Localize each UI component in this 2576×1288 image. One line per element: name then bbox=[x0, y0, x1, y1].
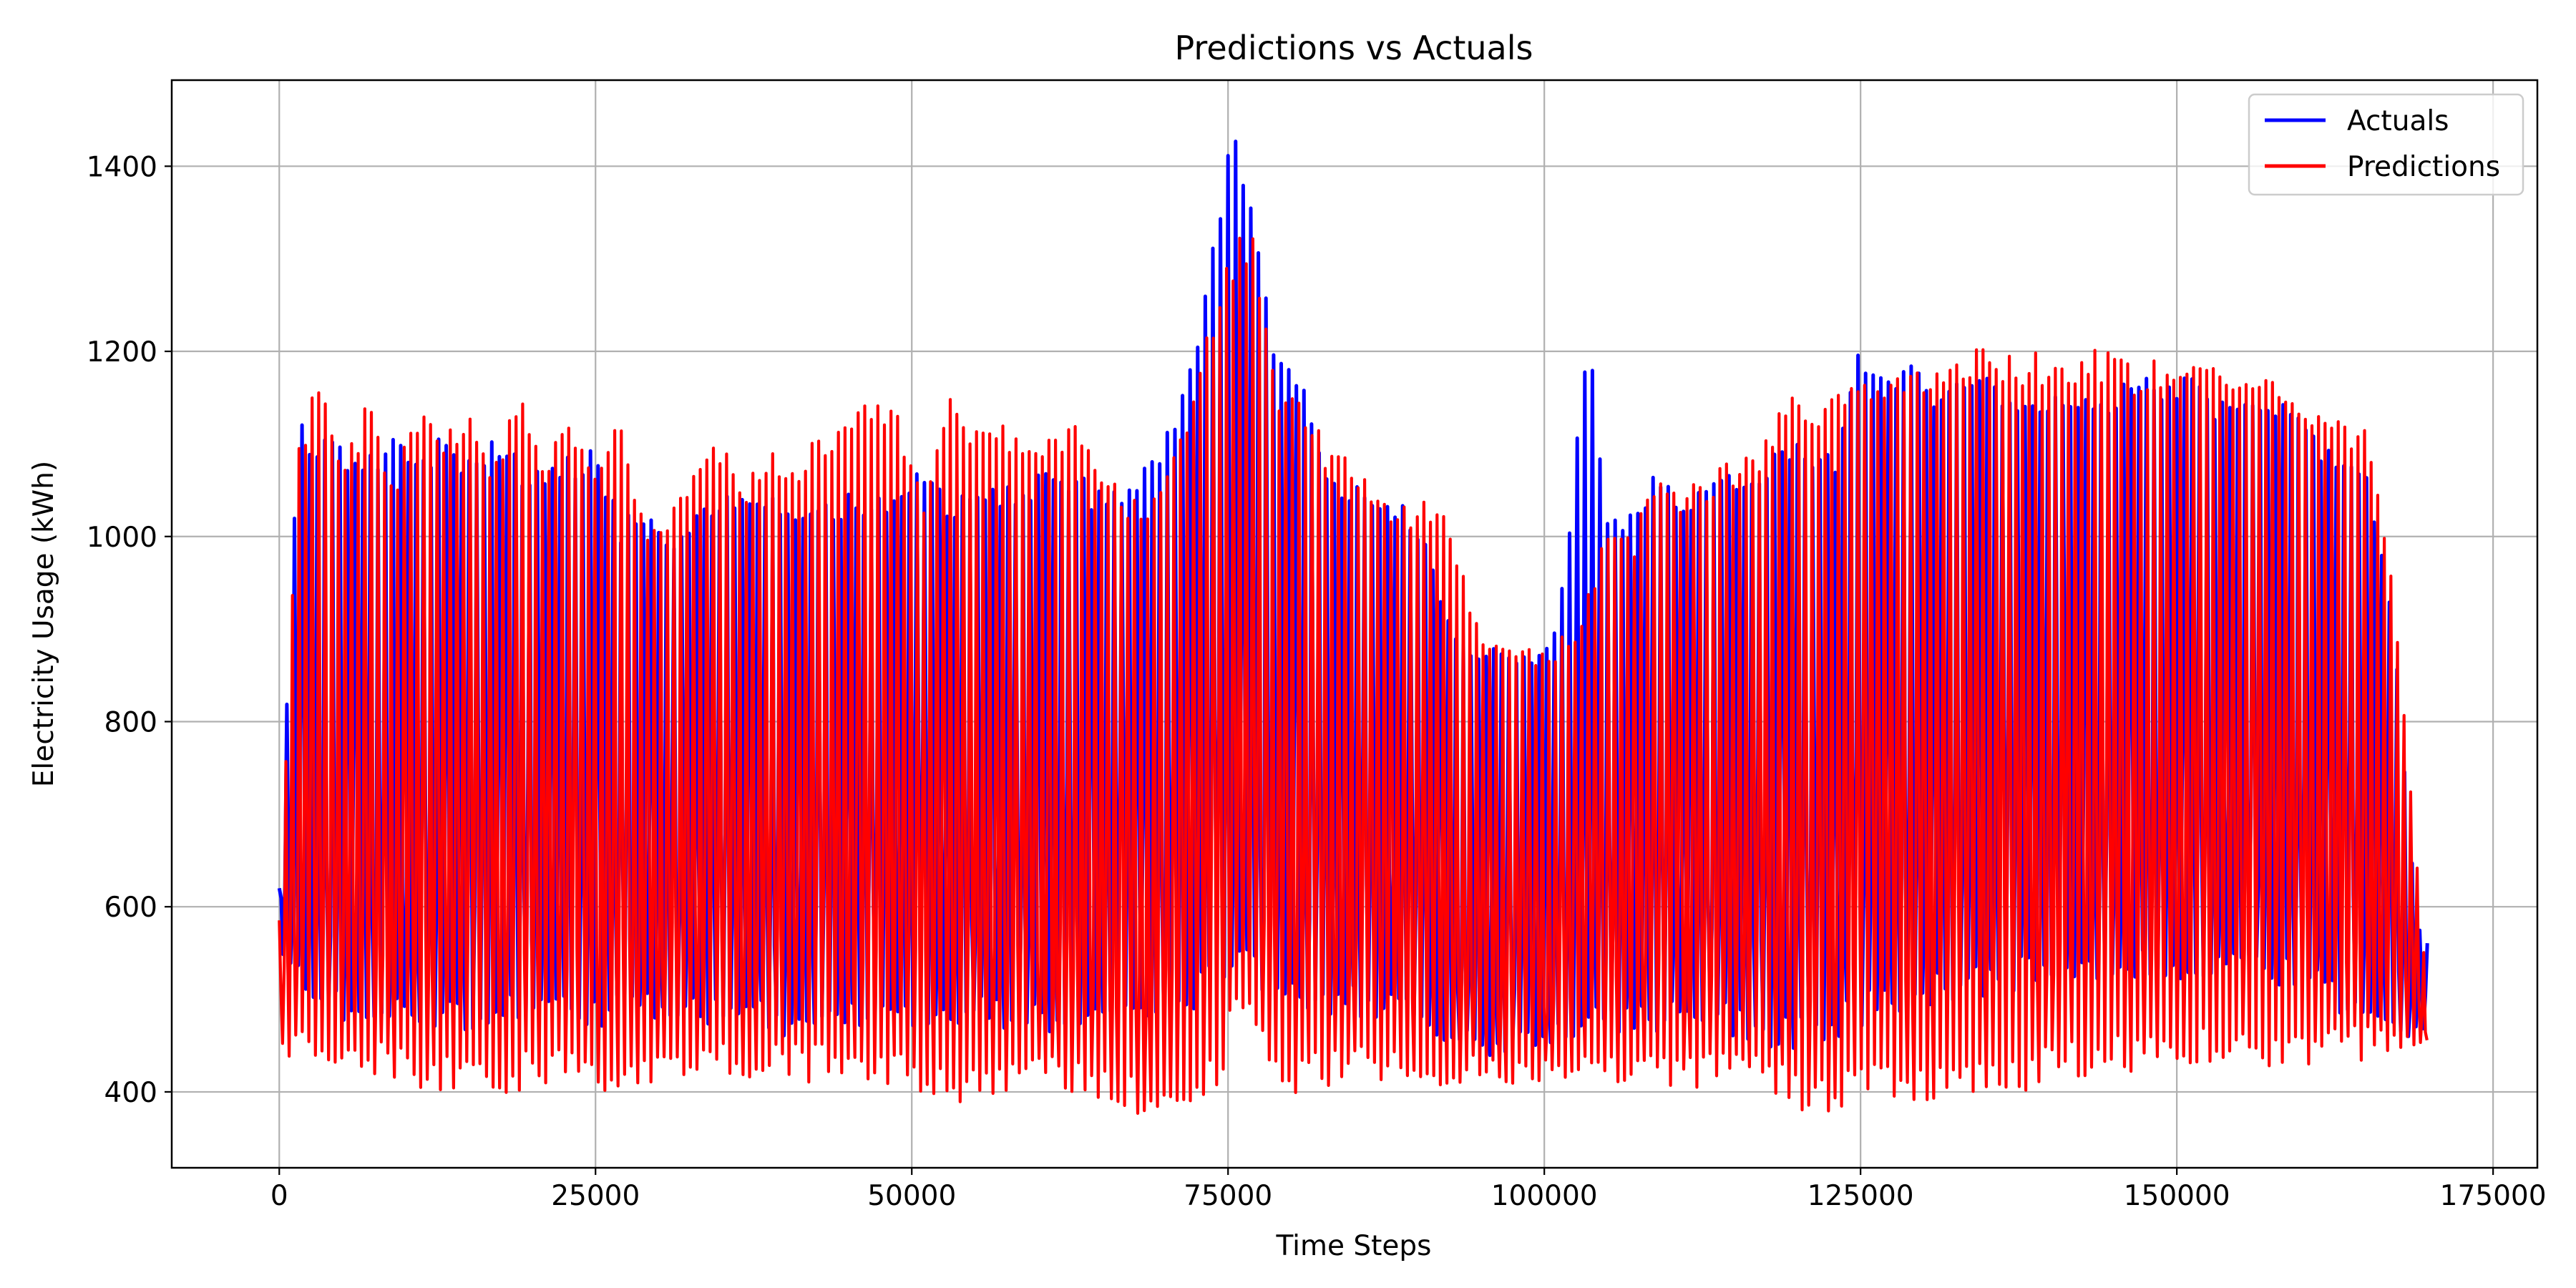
x-tick-label: 25000 bbox=[551, 1180, 640, 1212]
y-tick-label: 1000 bbox=[87, 522, 157, 554]
plot-data bbox=[277, 140, 2429, 1116]
plot-frame bbox=[170, 79, 2539, 1169]
x-tick-label: 125000 bbox=[1807, 1180, 1914, 1212]
x-tick-label: 100000 bbox=[1491, 1180, 1598, 1212]
ticks: 0 25000 50000 75000 100000 125000 150000 175000… bbox=[87, 151, 2547, 1212]
x-axis-label: Time Steps bbox=[1276, 1230, 1432, 1262]
x-tick-label: 150000 bbox=[2124, 1180, 2230, 1212]
y-tick-label: 600 bbox=[104, 892, 157, 924]
chart-title: Predictions vs Actuals bbox=[1175, 29, 1533, 67]
x-tick-label: 0 bbox=[270, 1180, 288, 1212]
legend-label-actuals: Actuals bbox=[2347, 105, 2449, 137]
y-tick-label: 1400 bbox=[87, 151, 157, 183]
x-tick-label: 50000 bbox=[867, 1180, 956, 1212]
y-tick-label: 800 bbox=[104, 706, 157, 738]
legend-label-predictions: Predictions bbox=[2347, 151, 2500, 183]
x-tick-label: 75000 bbox=[1184, 1180, 1272, 1212]
y-tick-label: 1200 bbox=[87, 336, 157, 369]
legend: Actuals Predictions bbox=[2248, 93, 2524, 196]
x-tick-label: 175000 bbox=[2440, 1180, 2547, 1212]
y-tick-label: 400 bbox=[104, 1077, 157, 1109]
series-line-predictions bbox=[278, 236, 2429, 1116]
y-axis-label: Electricity Usage (kWh) bbox=[28, 461, 60, 787]
